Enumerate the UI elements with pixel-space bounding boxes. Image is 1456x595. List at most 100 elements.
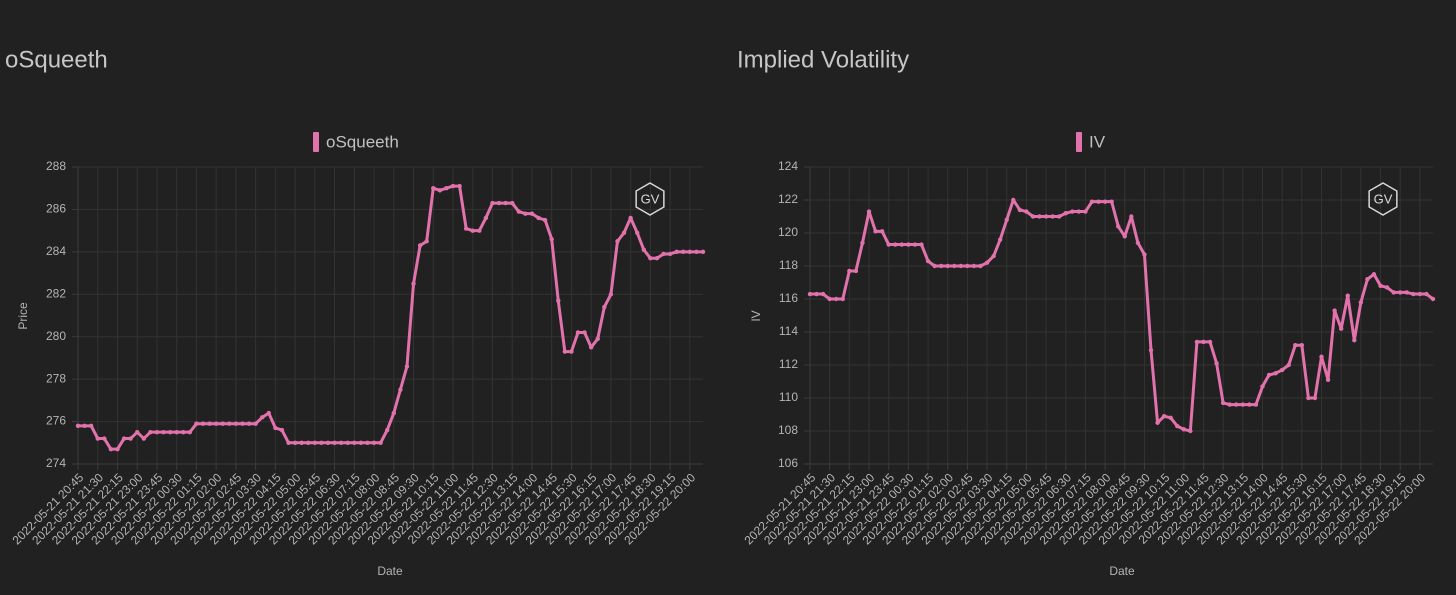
data-point bbox=[1279, 367, 1285, 373]
x-axis-title: Date bbox=[1109, 564, 1135, 578]
data-point bbox=[1011, 197, 1016, 203]
data-point bbox=[148, 429, 153, 435]
data-point bbox=[700, 249, 706, 255]
watermark-text: GV bbox=[1374, 191, 1393, 206]
chart-panel: Implied Volatility 106 108 110 112 114 116 118 1… bbox=[737, 46, 1436, 578]
data-point bbox=[1319, 354, 1324, 359]
data-point bbox=[569, 349, 574, 354]
data-point bbox=[352, 440, 357, 445]
data-point bbox=[1214, 361, 1219, 366]
data-point bbox=[1424, 291, 1429, 297]
data-point bbox=[75, 423, 81, 429]
data-point bbox=[246, 421, 252, 426]
data-point bbox=[115, 446, 120, 452]
data-point bbox=[503, 200, 508, 206]
y-tick-label: 120 bbox=[778, 225, 798, 239]
data-point bbox=[866, 209, 872, 214]
data-point bbox=[952, 263, 957, 269]
data-point bbox=[1017, 207, 1023, 213]
data-point bbox=[853, 268, 859, 274]
y-tick-label: 284 bbox=[46, 244, 66, 258]
watermark-hexagon bbox=[635, 182, 665, 216]
data-point bbox=[398, 387, 403, 392]
data-point bbox=[391, 410, 396, 416]
data-point bbox=[141, 436, 146, 441]
panel-title: Implied Volatility bbox=[737, 46, 909, 73]
x-axis-title: Date bbox=[377, 564, 403, 578]
data-point bbox=[463, 226, 469, 231]
data-point bbox=[1371, 272, 1377, 277]
data-point bbox=[1037, 214, 1042, 219]
data-point bbox=[674, 249, 679, 255]
y-tick-label: 110 bbox=[779, 390, 798, 404]
data-point bbox=[971, 263, 977, 269]
y-tick-label: 114 bbox=[779, 324, 798, 338]
series-line bbox=[78, 184, 703, 451]
data-point bbox=[299, 440, 304, 445]
data-point bbox=[286, 440, 291, 445]
data-point bbox=[542, 217, 548, 223]
data-point bbox=[477, 228, 482, 233]
data-point bbox=[161, 429, 166, 435]
data-point bbox=[167, 429, 173, 435]
data-point bbox=[1116, 224, 1121, 229]
data-point bbox=[444, 186, 449, 191]
data-point bbox=[681, 249, 686, 255]
data-point bbox=[1057, 214, 1062, 219]
data-point bbox=[457, 183, 462, 189]
data-point bbox=[437, 188, 443, 193]
data-point bbox=[496, 200, 502, 206]
data-point bbox=[207, 421, 212, 426]
data-point bbox=[1338, 326, 1344, 331]
data-point bbox=[470, 228, 475, 233]
data-point bbox=[371, 440, 377, 445]
data-point bbox=[562, 349, 568, 354]
data-point bbox=[575, 330, 581, 335]
data-point bbox=[1063, 211, 1068, 216]
data-point bbox=[1102, 199, 1108, 204]
data-point bbox=[549, 236, 554, 242]
data-point bbox=[1142, 252, 1147, 257]
data-point bbox=[1240, 402, 1246, 407]
data-point bbox=[1201, 339, 1206, 345]
data-point bbox=[1417, 291, 1423, 297]
data-point bbox=[1260, 384, 1265, 389]
data-point bbox=[1135, 240, 1141, 246]
data-point bbox=[919, 242, 924, 247]
y-tick-label: 278 bbox=[46, 371, 66, 385]
data-point bbox=[687, 249, 693, 255]
chart-panel: oSqueeth2742762782802822842862882022-05-… bbox=[5, 46, 706, 578]
data-point bbox=[556, 298, 561, 303]
data-point bbox=[95, 436, 100, 441]
data-point bbox=[220, 421, 225, 426]
data-point bbox=[431, 186, 436, 191]
data-point bbox=[1247, 402, 1252, 407]
data-point bbox=[1352, 338, 1357, 343]
data-point bbox=[628, 215, 633, 221]
data-point bbox=[893, 242, 898, 247]
data-point bbox=[1325, 377, 1331, 383]
data-point bbox=[615, 239, 620, 244]
data-point bbox=[516, 209, 521, 214]
data-point bbox=[1096, 199, 1101, 204]
data-point bbox=[958, 263, 964, 269]
data-point bbox=[814, 291, 819, 297]
data-point bbox=[978, 263, 983, 269]
y-tick-label: 108 bbox=[778, 423, 798, 437]
data-point bbox=[82, 423, 87, 429]
y-tick-label: 274 bbox=[46, 456, 66, 470]
data-point bbox=[661, 251, 666, 257]
data-point bbox=[886, 242, 891, 247]
data-point bbox=[820, 291, 826, 297]
data-point bbox=[1181, 427, 1187, 432]
y-axis-title: IV bbox=[749, 310, 763, 321]
data-point bbox=[345, 440, 350, 445]
data-point bbox=[213, 421, 219, 426]
data-point bbox=[1083, 209, 1088, 214]
data-point bbox=[595, 336, 600, 342]
data-point bbox=[529, 211, 535, 216]
data-point bbox=[358, 440, 364, 445]
data-point bbox=[1306, 395, 1311, 401]
data-point bbox=[1207, 339, 1213, 345]
